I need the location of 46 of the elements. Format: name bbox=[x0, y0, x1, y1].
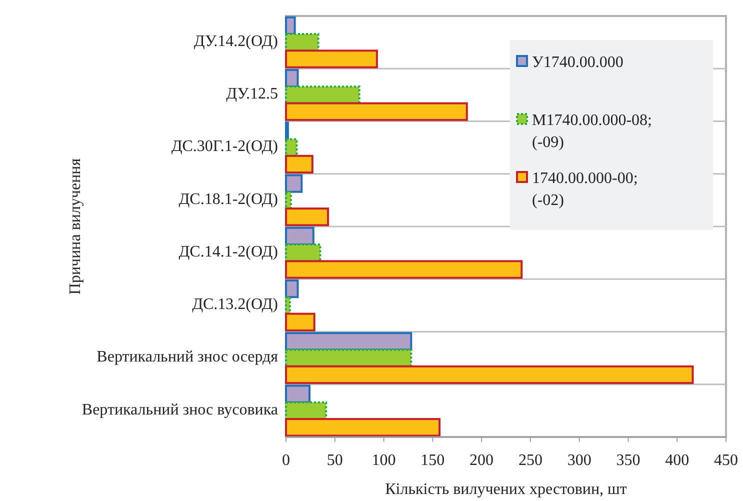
bar bbox=[285, 260, 523, 279]
bar bbox=[285, 174, 303, 193]
x-tick-label: 350 bbox=[616, 452, 640, 469]
bar bbox=[285, 418, 441, 437]
bar bbox=[285, 102, 468, 121]
x-tick-label: 150 bbox=[420, 452, 445, 469]
x-tick-label: 400 bbox=[665, 452, 690, 469]
bar bbox=[285, 190, 292, 210]
bar bbox=[285, 296, 291, 315]
bar bbox=[285, 68, 299, 88]
bar bbox=[285, 365, 694, 384]
y-axis-title: Причина вилучення bbox=[67, 158, 84, 295]
y-tick-label: ДУ.14.2(ОД) bbox=[194, 32, 278, 50]
bar bbox=[285, 50, 378, 68]
y-tick-label: ДС.14.1-2(ОД) bbox=[178, 243, 278, 260]
bar bbox=[285, 332, 412, 351]
legend-label: У1740.00.000 bbox=[532, 54, 624, 71]
y-tick-label: ДС.30Г.1-2(ОД) bbox=[171, 138, 278, 156]
x-tick-label: 100 bbox=[372, 452, 396, 469]
bar bbox=[285, 226, 314, 246]
bar bbox=[285, 279, 299, 298]
y-tick-label: ДС.13.2(ОД) bbox=[192, 296, 278, 314]
x-tick-label: 300 bbox=[567, 452, 592, 469]
bar bbox=[285, 312, 316, 332]
y-tick-label: Вертикальний знос вусовика bbox=[82, 401, 278, 418]
x-tick-label: 450 bbox=[714, 452, 738, 469]
bar bbox=[285, 32, 320, 52]
bar bbox=[285, 348, 412, 368]
bar bbox=[285, 208, 330, 226]
legend-label: М1740.00.000-08; (-09) bbox=[532, 112, 652, 151]
x-tick-label: 250 bbox=[518, 452, 542, 469]
bar bbox=[285, 16, 296, 35]
bar bbox=[285, 243, 322, 262]
x-axis-title: Кількість вилучених хрестовин, шт bbox=[385, 481, 627, 498]
bar bbox=[285, 86, 360, 104]
bar bbox=[285, 138, 298, 157]
x-tick-label: 0 bbox=[282, 452, 290, 469]
x-tick-label: 200 bbox=[470, 452, 494, 469]
y-tick-label: ДС.18.1-2(ОД) bbox=[178, 190, 278, 208]
y-tick-label: Вертикальний знос осердя bbox=[96, 348, 279, 366]
bar bbox=[285, 401, 328, 420]
bar bbox=[285, 384, 310, 404]
bar bbox=[285, 154, 314, 174]
x-tick-label: 50 bbox=[326, 452, 343, 469]
legend-label: 1740.00.000-00; (-02) bbox=[532, 170, 638, 209]
y-tick-label: ДУ.12.5 bbox=[226, 86, 278, 103]
